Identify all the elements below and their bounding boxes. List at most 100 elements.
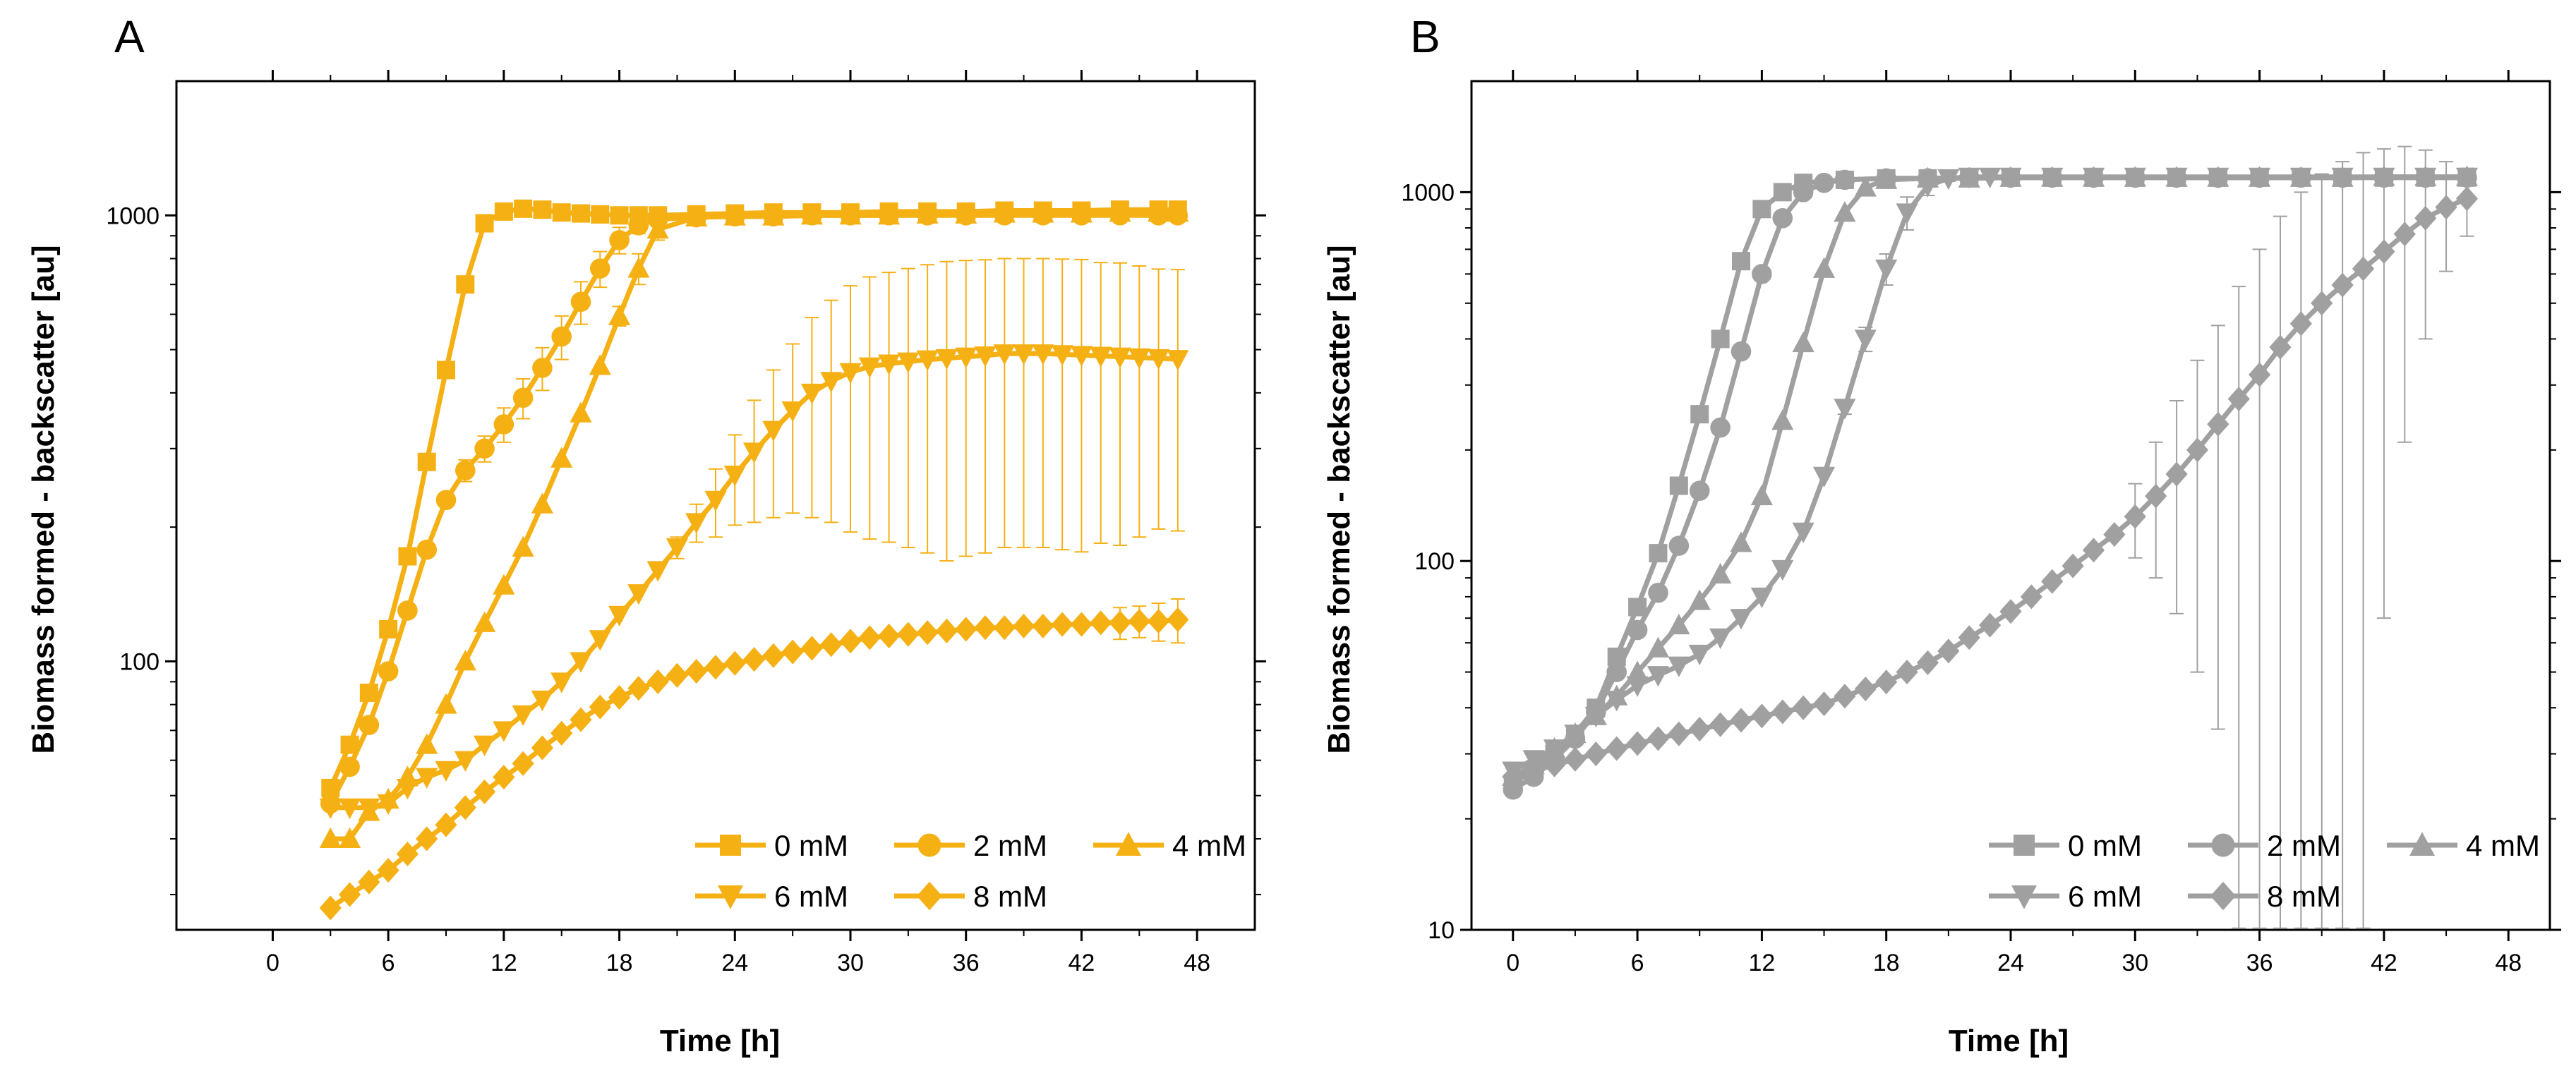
- data-point: [2207, 411, 2229, 437]
- data-point: [1090, 346, 1112, 368]
- data-point: [1688, 717, 1711, 742]
- data-point: [858, 357, 881, 378]
- data-point: [2393, 222, 2416, 247]
- y-axis-title: Biomass formed - backscatter [au]: [26, 245, 61, 753]
- data-point: [570, 652, 592, 673]
- data-point: [1090, 610, 1112, 636]
- data-point: [1771, 699, 1794, 725]
- x-tick-label: 0: [1506, 950, 1519, 976]
- data-point: [416, 733, 438, 754]
- data-point: [608, 605, 631, 627]
- data-point: [993, 344, 1016, 365]
- data-point: [473, 611, 496, 632]
- data-point: [839, 629, 862, 654]
- data-point: [1688, 644, 1711, 666]
- data-point: [935, 618, 958, 643]
- data-point: [993, 202, 1016, 223]
- data-point: [1128, 348, 1150, 370]
- legend-item: 0 mM: [1989, 829, 2142, 862]
- data-point: [1626, 731, 1649, 756]
- data-point: [473, 735, 496, 756]
- data-point: [1167, 607, 1189, 632]
- legend-marker: [2210, 881, 2236, 911]
- data-point: [2207, 167, 2229, 188]
- data-point: [974, 615, 997, 641]
- data-point: [1979, 612, 2002, 638]
- legend-marker: [917, 881, 942, 911]
- data-point: [1730, 708, 1752, 733]
- data-point: [2062, 553, 2084, 579]
- data-point: [398, 547, 417, 566]
- data-point: [723, 650, 746, 676]
- data-point: [1772, 207, 1793, 229]
- data-point: [839, 363, 862, 384]
- data-point: [435, 812, 457, 837]
- data-point: [533, 200, 552, 219]
- data-point: [646, 561, 669, 582]
- data-point: [378, 661, 399, 682]
- data-point: [666, 662, 689, 688]
- data-point: [589, 630, 611, 651]
- data-point: [1668, 721, 1690, 746]
- data-point: [1834, 684, 1856, 709]
- data-point: [1999, 167, 2022, 188]
- data-point: [1750, 484, 1773, 506]
- x-axis-title: Time [h]: [1949, 1024, 2069, 1058]
- data-point: [1606, 691, 1628, 712]
- legend-marker: [2211, 833, 2235, 857]
- legend-label: 6 mM: [774, 880, 848, 913]
- data-point: [1711, 329, 1730, 349]
- data-point: [379, 619, 398, 638]
- data-point: [1709, 712, 1732, 737]
- data-point: [762, 205, 785, 226]
- data-point: [338, 827, 361, 848]
- data-point: [1896, 660, 1918, 685]
- data-point: [1564, 746, 1587, 772]
- data-point: [897, 352, 920, 373]
- data-point: [1730, 531, 1752, 552]
- data-point: [514, 199, 533, 218]
- data-point: [1750, 703, 1773, 729]
- data-point: [839, 204, 862, 225]
- data-point: [1875, 259, 1898, 281]
- data-point: [608, 304, 631, 325]
- data-point: [1792, 522, 1814, 544]
- data-point: [820, 372, 843, 393]
- data-point: [955, 202, 977, 224]
- data-point: [416, 539, 438, 560]
- data-point: [2041, 569, 2064, 594]
- series-line: [330, 210, 1178, 842]
- data-point: [1584, 741, 1607, 767]
- legend-marker: [917, 833, 941, 857]
- data-point: [1792, 331, 1814, 353]
- data-point: [609, 230, 630, 250]
- data-point: [628, 215, 649, 236]
- data-point: [396, 778, 419, 800]
- data-point: [1051, 345, 1073, 366]
- data-point: [1792, 695, 1814, 720]
- series-line: [1512, 196, 2468, 780]
- data-point: [319, 895, 342, 921]
- data-point: [359, 684, 378, 703]
- legend-marker: [1116, 832, 1141, 856]
- data-point: [762, 643, 785, 668]
- data-point: [377, 858, 399, 883]
- legend-marker: [720, 835, 741, 856]
- data-point: [1773, 183, 1792, 202]
- data-point: [1812, 257, 1836, 278]
- data-point: [1147, 200, 1170, 222]
- panel-b: B Time [h] Biomass formed - backscatter …: [1322, 11, 2561, 1058]
- data-point: [1732, 252, 1750, 271]
- data-point: [685, 658, 708, 684]
- data-point: [570, 707, 592, 732]
- data-point: [742, 647, 766, 672]
- x-tick-label: 0: [266, 950, 279, 976]
- data-point: [550, 720, 573, 746]
- x-tick-label: 36: [2246, 950, 2273, 976]
- data-point: [1812, 691, 1836, 717]
- legend-marker: [718, 885, 743, 909]
- data-point: [877, 354, 901, 375]
- data-point: [1854, 329, 1877, 351]
- data-point: [1647, 666, 1670, 687]
- panel-letter: B: [1410, 11, 1440, 62]
